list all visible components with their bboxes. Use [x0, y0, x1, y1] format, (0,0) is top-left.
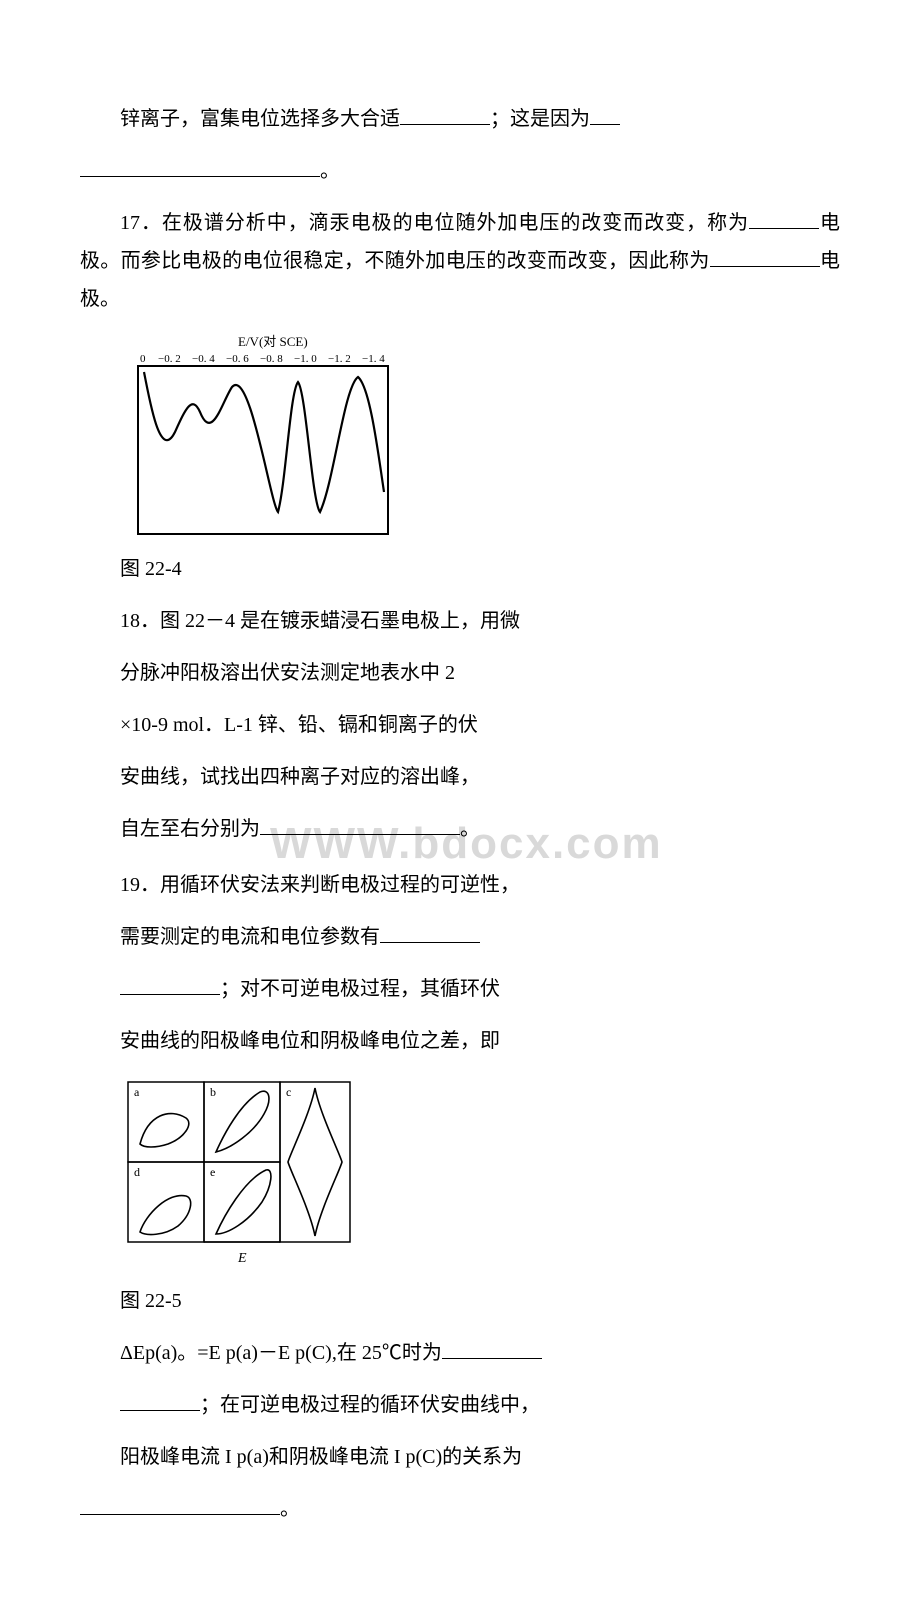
fig225-label-a: a [134, 1085, 140, 1099]
q16-blank-1 [400, 104, 490, 125]
fig224-tick-5: −1. 0 [294, 353, 317, 365]
q16-line2: 。 [80, 152, 840, 190]
q16-text-b: ；这是因为 [490, 108, 590, 130]
q19b-l4: 。 [80, 1490, 840, 1528]
q16-line1: 锌离子，富集电位选择多大合适 ；这是因为 [80, 100, 840, 138]
q17-blank-1 [749, 208, 819, 229]
q19b-blank-1 [442, 1338, 542, 1359]
q19b-l4-end: 。 [280, 1498, 300, 1520]
q17-text-a: 17．在极谱分析中，滴汞电极的电位随外加电压的改变而改变，称为 [120, 212, 749, 234]
fig224-ticks: 0 −0. 2 −0. 4 −0. 6 −0. 8 −1. 0 −1. 2 −1… [140, 353, 385, 365]
q19b-l3: 阳极峰电流 I p(a)和阴极峰电流 I p(C)的关系为 [80, 1438, 840, 1476]
fig224-tick-4: −0. 8 [260, 353, 283, 365]
q17: 17．在极谱分析中，滴汞电极的电位随外加电压的改变而改变，称为电极。而参比电极的… [80, 204, 840, 318]
q19b-l1a: ΔEp(a)。=E p(a)－E p(C),在 25℃时为 [120, 1342, 442, 1364]
q19-l3: ；对不可逆电极过程，其循环伏 [80, 970, 840, 1008]
q18-l5a: 自左至右分别为 [120, 818, 260, 840]
q16-period: 。 [320, 160, 340, 182]
q19b-blank-3 [80, 1494, 280, 1515]
q18-l3: ×10-9 mol．L-1 锌、铅、镉和铜离子的伏 [80, 706, 840, 744]
q16-text-a: 锌离子，富集电位选择多大合适 [120, 108, 400, 130]
q19b-l2-text: ；在可逆电极过程的循环伏安曲线中， [200, 1394, 540, 1416]
fig224-tick-1: −0. 2 [158, 353, 181, 365]
q19-l3-text: ；对不可逆电极过程，其循环伏 [220, 978, 500, 1000]
q19-l4: 安曲线的阳极峰电位和阴极峰电位之差，即 [80, 1022, 840, 1060]
fig224-tick-3: −0. 6 [226, 353, 249, 365]
fig225-label-d: d [134, 1165, 140, 1179]
q19b-l2: ；在可逆电极过程的循环伏安曲线中， [80, 1386, 840, 1424]
fig225-label-c: c [286, 1085, 291, 1099]
q19-blank-1 [380, 922, 480, 943]
q16-blank-3 [80, 156, 320, 177]
q19-blank-2 [120, 974, 220, 995]
q18-l1: 18．图 22－4 是在镀汞蜡浸石墨电极上，用微 [80, 602, 840, 640]
fig224-tick-0: 0 [140, 353, 146, 365]
q18-l5-wrap: WWW.bdocx.com 自左至右分别为。 [80, 810, 840, 848]
q19b-l1: ΔEp(a)。=E p(a)－E p(C),在 25℃时为 [80, 1334, 840, 1372]
figure-22-4: E/V(对 SCE) 0 −0. 2 −0. 4 −0. 6 −0. 8 −1.… [120, 332, 840, 542]
fig224-axis-label: E/V(对 SCE) [238, 334, 308, 349]
q19-l1: 19．用循环伏安法来判断电极过程的可逆性， [80, 866, 840, 904]
q18-l2: 分脉冲阳极溶出伏安法测定地表水中 2 [80, 654, 840, 692]
fig225-label-b: b [210, 1085, 216, 1099]
q18-l4: 安曲线，试找出四种离子对应的溶出峰， [80, 758, 840, 796]
q19-l2: 需要测定的电流和电位参数有 [80, 918, 840, 956]
fig224-tick-2: −0. 4 [192, 353, 215, 365]
fig225-bg [120, 1074, 360, 1274]
fig224-tick-7: −1. 4 [362, 353, 385, 365]
figure-22-5: a b c d e E [120, 1074, 840, 1274]
q18-blank [260, 814, 460, 835]
fig225-caption: 图 22-5 [80, 1282, 840, 1320]
q17-blank-2 [710, 246, 820, 267]
q16-blank-2 [590, 104, 620, 125]
fig225-label-e: e [210, 1165, 215, 1179]
fig225-axis-label: E [237, 1251, 247, 1266]
q19-l2-text: 需要测定的电流和电位参数有 [120, 926, 380, 948]
fig224-tick-6: −1. 2 [328, 353, 351, 365]
q18-l5b: 。 [460, 818, 480, 840]
fig224-caption: 图 22-4 [80, 550, 840, 588]
q19b-blank-2 [120, 1390, 200, 1411]
